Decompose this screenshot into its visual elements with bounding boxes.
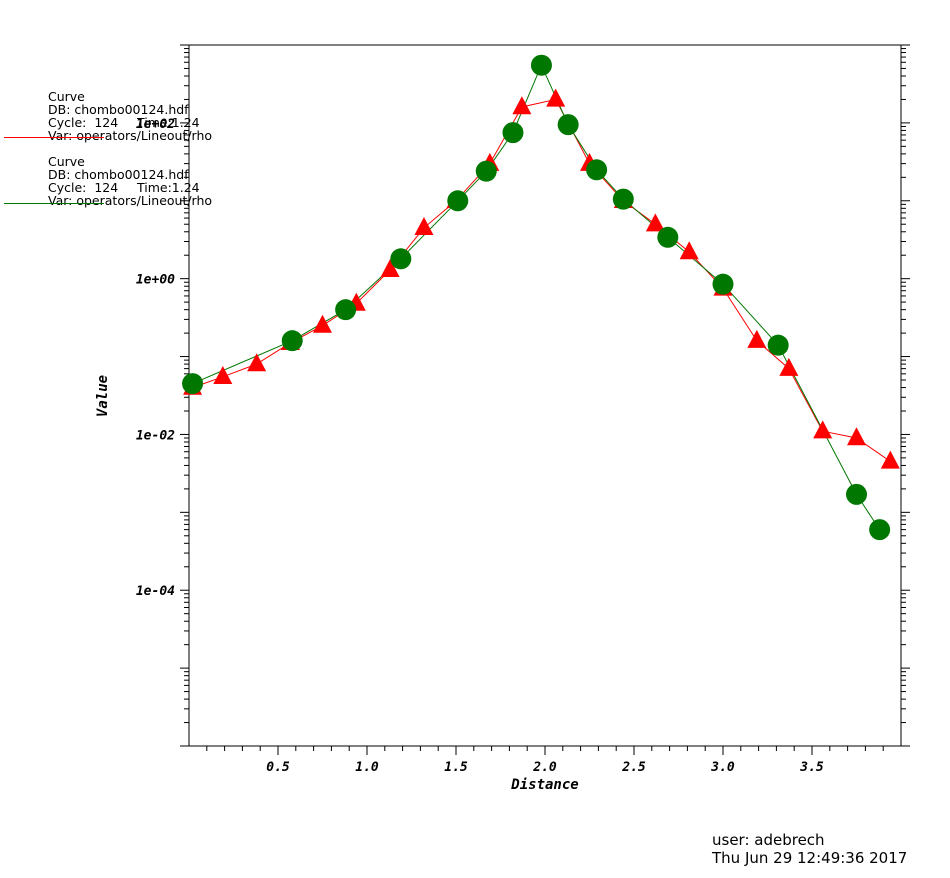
series-markers: [182, 54, 900, 541]
x-tick-label: 2.5: [621, 760, 646, 775]
circle-marker: [767, 334, 789, 356]
circle-marker: [846, 483, 867, 505]
y-axis-ticks: 1e-04 1e-02 1e+00 1e+02: [136, 44, 910, 747]
x-tick-label: 2.0: [532, 760, 557, 775]
footer-user: user: adebrech: [712, 831, 825, 849]
legend-swatch-red: [4, 137, 104, 138]
plot-border: [188, 44, 902, 747]
triangle-marker: [247, 353, 267, 372]
legend-kind: Curve: [48, 154, 85, 169]
y-tick-label: 1e+02: [136, 117, 175, 132]
legend-db: DB: chombo00124.hdf: [48, 167, 189, 182]
circle-marker: [447, 190, 469, 212]
y-tick-label: 1e-04: [136, 584, 175, 599]
legend-var: Var: operators/Lineout/rho: [48, 128, 213, 143]
x-tick-label: 3.5: [799, 760, 824, 775]
triangle-marker: [380, 258, 400, 277]
x-tick-label: 0.5: [266, 760, 290, 775]
x-tick-label: 1.5: [444, 760, 468, 775]
y-tick-label: 1e+00: [136, 273, 175, 288]
series-lines: [192, 63, 891, 530]
triangle-marker: [414, 216, 434, 235]
legend-kind: Curve: [48, 89, 85, 104]
legend-db: DB: chombo00124.hdf: [48, 102, 189, 117]
triangle-marker: [747, 329, 767, 348]
legend-var: Var: operators/Lineout/rho: [48, 193, 213, 208]
legend-cycle: Cycle: 124: [48, 115, 119, 130]
legend-time: Time:1.24: [137, 115, 200, 130]
legend-swatch-green: [4, 203, 104, 204]
x-tick-label: 1.0: [355, 760, 379, 775]
triangle-marker: [213, 365, 233, 384]
circle-marker: [182, 373, 204, 395]
triangle-marker: [813, 420, 833, 439]
circle-marker: [557, 114, 579, 136]
footer-date: Thu Jun 29 12:49:36 2017: [712, 849, 908, 867]
circle-marker: [281, 330, 303, 352]
triangle-marker: [512, 96, 532, 115]
circle-marker: [612, 188, 634, 210]
circle-marker: [475, 160, 497, 182]
circle-marker: [390, 248, 412, 270]
series-line-2: [192, 63, 881, 530]
triangle-marker: [645, 213, 665, 232]
circle-marker: [712, 273, 734, 295]
series-line-1: [192, 98, 891, 462]
circle-marker: [335, 299, 357, 321]
circle-marker: [657, 226, 679, 248]
legend-cycle: Cycle: 124: [48, 180, 119, 195]
x-axis-ticks: 0.5 1.0 1.5 2.0 2.5 3.0 3.5: [206, 746, 884, 775]
triangle-marker: [546, 88, 566, 107]
x-axis-title: Distance: [510, 777, 578, 793]
circle-marker: [530, 54, 552, 76]
triangle-marker: [679, 241, 699, 260]
y-tick-label: 1e-02: [136, 428, 175, 443]
circle-marker: [869, 519, 891, 541]
circle-marker: [502, 122, 524, 144]
legend-time: Time:1.24: [137, 180, 200, 195]
plot-frame: [188, 44, 902, 747]
x-tick-label: 3.0: [710, 760, 735, 775]
triangle-marker: [880, 450, 900, 469]
y-axis-title: Value: [95, 375, 111, 417]
triangle-marker: [779, 357, 799, 376]
triangle-marker: [847, 427, 866, 446]
triangle-marker: [313, 314, 332, 333]
circle-marker: [586, 159, 608, 181]
